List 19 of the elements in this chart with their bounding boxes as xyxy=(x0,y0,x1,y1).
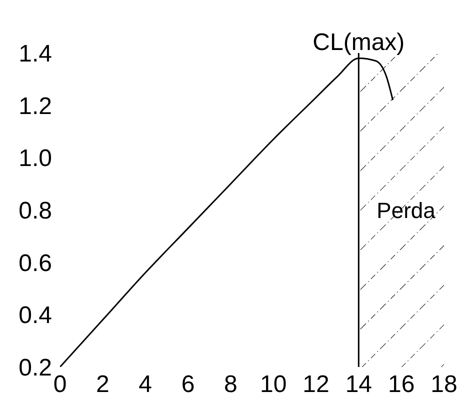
y-tick-label: 1.4 xyxy=(18,40,52,68)
y-tick-label: 0.6 xyxy=(18,250,52,277)
x-tick-label: 16 xyxy=(388,371,415,398)
annotation: CL(max) xyxy=(312,29,405,56)
x-tick-label: 12 xyxy=(302,371,330,398)
x-tick-label: 2 xyxy=(96,371,110,398)
x-tick-label: 0 xyxy=(53,371,67,398)
y-tick-label: 0.2 xyxy=(18,354,52,382)
x-tick-label: 8 xyxy=(224,371,238,398)
y-tick-label: 0.4 xyxy=(18,302,52,330)
y-tick-label: 1.0 xyxy=(18,145,52,172)
band-label: Perda xyxy=(376,198,436,223)
x-tick-label: 18 xyxy=(430,371,458,398)
x-tick-label: 6 xyxy=(181,371,195,398)
x-tick-label: 10 xyxy=(260,371,287,398)
x-tick-label: 4 xyxy=(138,371,152,398)
y-tick-label: 0.8 xyxy=(18,198,52,225)
x-tick-label: 14 xyxy=(345,371,372,398)
y-tick-label: 1.2 xyxy=(18,92,52,120)
